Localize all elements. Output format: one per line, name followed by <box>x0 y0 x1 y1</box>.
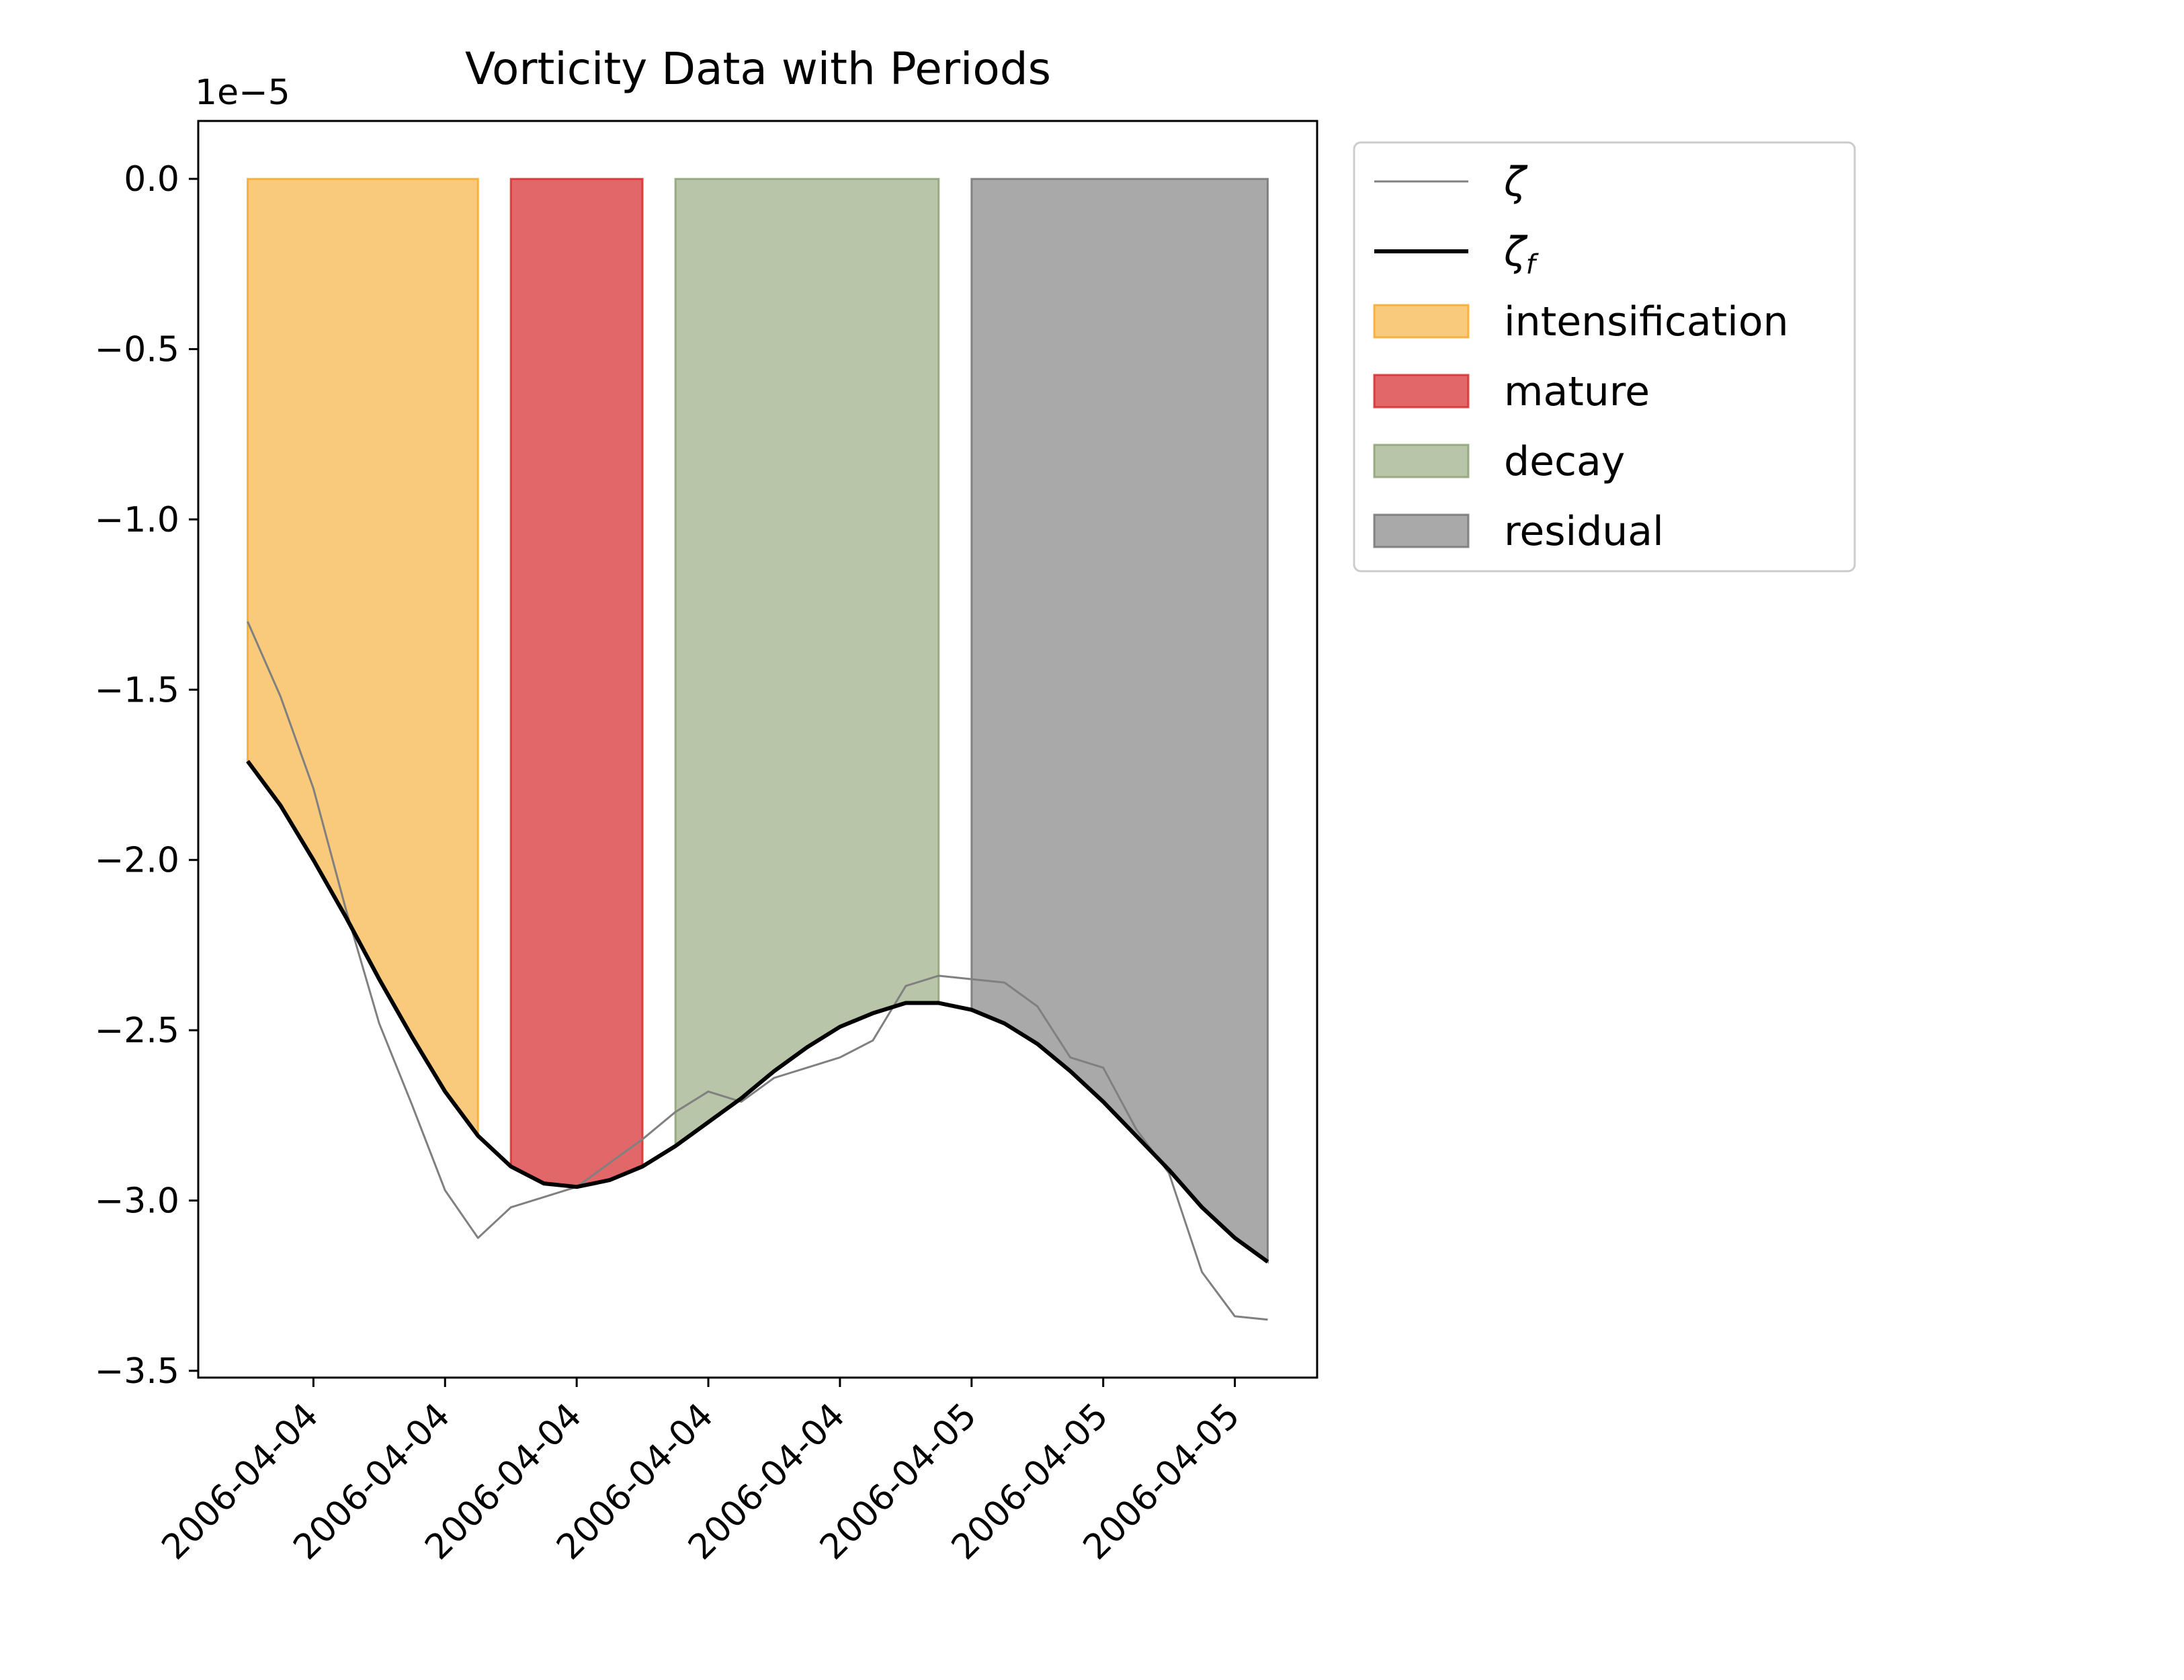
series-line-zeta <box>247 621 1268 1321</box>
y-tick-label: −1.0 <box>95 500 179 540</box>
y-tick-label: −2.5 <box>95 1011 179 1051</box>
x-axis: 2006-04-042006-04-042006-04-042006-04-04… <box>154 1378 1248 1568</box>
legend-label-decay: decay <box>1504 438 1625 485</box>
legend-box <box>1353 141 1856 573</box>
y-axis-offset-label: 1e−5 <box>195 73 290 113</box>
legend-swatch-decay <box>1373 444 1470 478</box>
y-tick-label: −2.0 <box>95 841 179 881</box>
legend-swatch-mature <box>1373 374 1470 409</box>
y-tick-label: 0.0 <box>124 159 179 200</box>
legend-swatch-intensification <box>1373 304 1470 339</box>
period-band-intensification <box>247 177 479 1139</box>
y-tick-label: −3.0 <box>95 1181 179 1221</box>
y-tick-label: −1.5 <box>95 670 179 710</box>
period-band-mature <box>509 177 644 1188</box>
legend-swatch-residual <box>1373 513 1470 548</box>
plot-frame <box>197 120 1318 1379</box>
y-tick-label: −3.5 <box>95 1351 179 1392</box>
y-axis: 0.0 −0.5 −1.0 −1.5 −2.0 −2.5 −3.0 −3.5 <box>95 159 198 1392</box>
legend-label-intensification: intensification <box>1504 298 1789 345</box>
series-lines <box>246 621 1269 1321</box>
legend-label-mature: mature <box>1504 368 1650 415</box>
period-band-decay <box>674 177 940 1148</box>
series-line-zeta-f <box>246 759 1269 1264</box>
y-tick-label: −0.5 <box>95 330 179 370</box>
legend-label-residual: residual <box>1504 508 1664 555</box>
legend-label-zeta: ζ <box>1503 159 1528 206</box>
chart-title: Vorticity Data with Periods <box>465 43 1051 95</box>
period-bands <box>247 177 1269 1264</box>
